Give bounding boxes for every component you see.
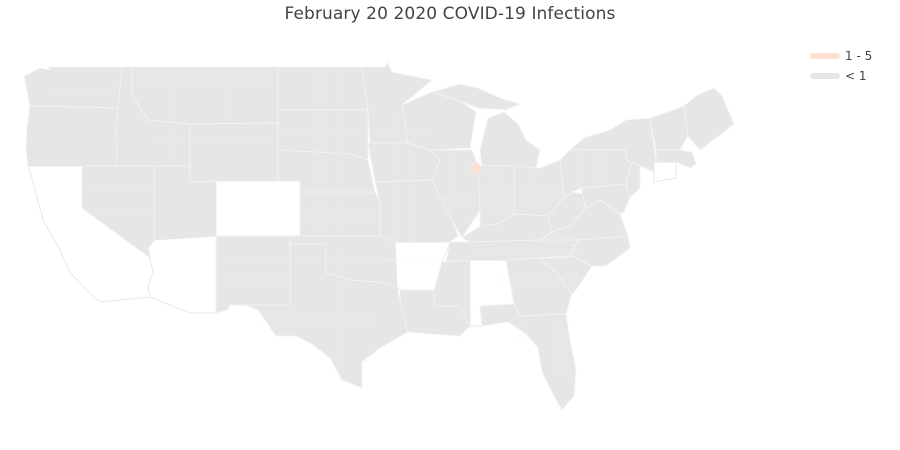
state-connecticut[interactable] <box>653 161 677 183</box>
map-legend: 1 - 5 < 1 <box>810 46 872 86</box>
highlight-cook-county[interactable] <box>471 161 481 176</box>
legend-label-under-1: < 1 <box>845 69 867 83</box>
legend-swatch-1-5 <box>810 53 840 59</box>
state-montana[interactable] <box>131 66 279 125</box>
state-arizona[interactable] <box>147 235 217 314</box>
state-texas[interactable] <box>243 243 409 389</box>
state-minnesota[interactable] <box>361 61 433 144</box>
legend-item-1-5[interactable]: 1 - 5 <box>810 46 872 66</box>
county-borders <box>50 70 601 380</box>
map-title: February 20 2020 COVID-19 Infections <box>284 4 616 24</box>
legend-label-1-5: 1 - 5 <box>845 49 873 63</box>
state-colorado[interactable] <box>215 180 301 237</box>
legend-item-under-1[interactable]: < 1 <box>810 66 872 86</box>
state-wyoming[interactable] <box>189 122 279 183</box>
state-north-dakota[interactable] <box>277 66 369 111</box>
state-washington[interactable] <box>23 66 123 109</box>
state-vermont[interactable] <box>649 105 689 151</box>
state-michigan-upper[interactable] <box>431 83 521 111</box>
legend-swatch-under-1 <box>810 73 840 79</box>
state-florida[interactable] <box>479 303 577 411</box>
state-oregon[interactable] <box>25 105 123 167</box>
state-new-mexico[interactable] <box>215 235 291 314</box>
state-michigan[interactable] <box>479 111 541 171</box>
state-kentucky[interactable] <box>461 213 553 243</box>
states-layer <box>23 61 735 411</box>
state-maine[interactable] <box>683 87 735 151</box>
